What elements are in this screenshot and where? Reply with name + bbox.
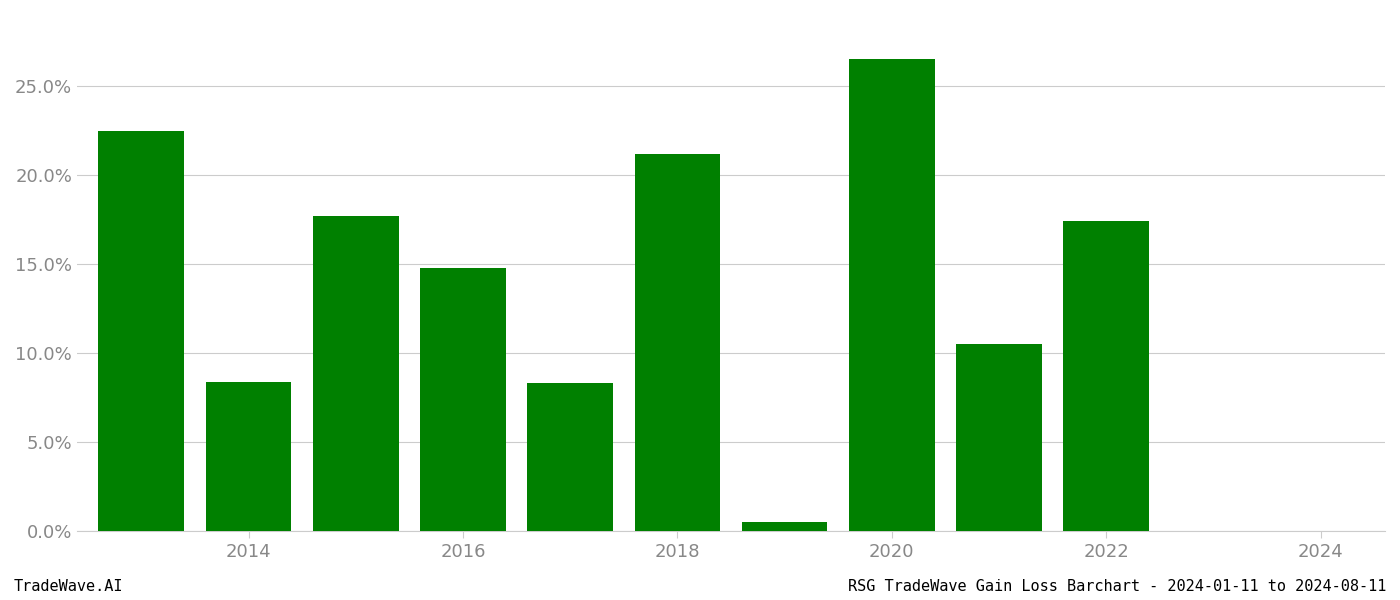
Bar xyxy=(206,382,291,531)
Bar xyxy=(528,383,613,531)
Bar xyxy=(312,216,399,531)
Bar xyxy=(1064,221,1149,531)
Bar xyxy=(956,344,1042,531)
Bar xyxy=(742,522,827,531)
Bar xyxy=(848,59,935,531)
Text: RSG TradeWave Gain Loss Barchart - 2024-01-11 to 2024-08-11: RSG TradeWave Gain Loss Barchart - 2024-… xyxy=(847,579,1386,594)
Text: TradeWave.AI: TradeWave.AI xyxy=(14,579,123,594)
Bar xyxy=(634,154,720,531)
Bar xyxy=(98,131,185,531)
Bar xyxy=(420,268,505,531)
